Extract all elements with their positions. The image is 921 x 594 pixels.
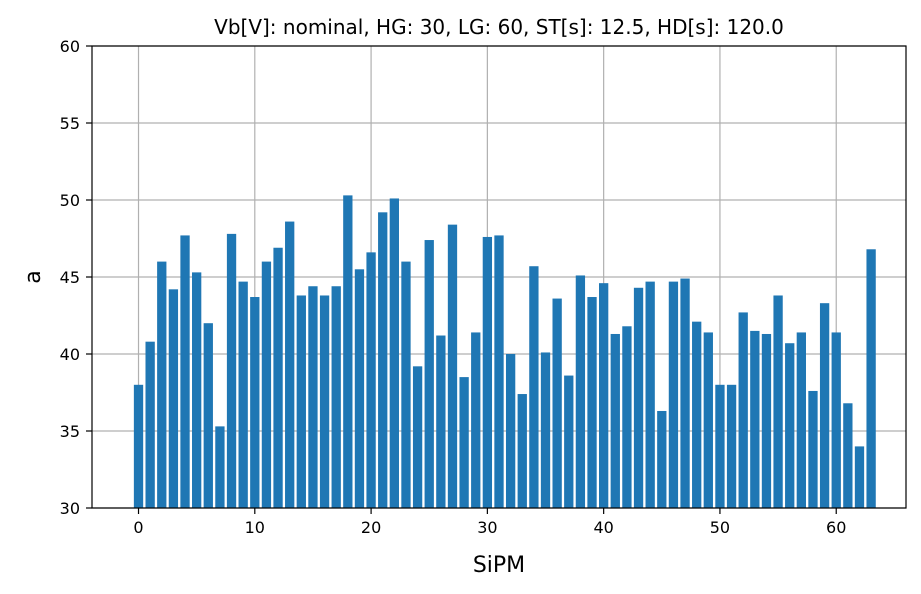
bar [564,375,574,508]
bar [203,323,213,508]
bar [378,212,388,508]
bar [192,272,202,508]
bar [482,236,493,508]
bar [610,333,620,508]
bar [866,249,876,508]
bar [529,266,539,508]
bar [331,286,341,508]
bar [761,333,772,508]
bar [680,278,690,508]
bar [587,297,597,508]
bar [808,390,818,508]
bar [459,377,469,508]
bar [854,446,865,508]
bar [250,297,260,508]
bar [296,295,306,508]
bar [645,281,655,508]
bar [668,281,679,508]
bar [726,384,737,508]
bar [215,426,225,508]
x-tick-label: 30 [477,518,497,537]
bar [819,303,830,508]
bar [308,286,318,508]
x-axis-label: SiPM [473,553,525,578]
bar [657,410,667,508]
bar [692,321,702,508]
bar [145,341,155,508]
bar [633,287,644,508]
y-tick-label: 50 [60,191,80,210]
bar [285,221,295,508]
bar [796,332,806,508]
bar [319,295,330,508]
bar [261,261,272,508]
x-tick-label: 10 [245,518,265,537]
bar [622,326,632,508]
bar [412,366,423,508]
bar [831,332,841,508]
x-tick-label: 60 [826,518,846,537]
x-tick-label: 0 [133,518,143,537]
x-tick-label: 40 [593,518,613,537]
bar [471,332,481,508]
bar [133,384,144,508]
bar [354,269,365,508]
bar [238,281,248,508]
bar [715,384,725,508]
bar [785,343,795,508]
bar [575,275,586,508]
bar [552,298,562,508]
bar [517,394,527,508]
y-tick-label: 40 [60,345,80,364]
bar [505,354,516,508]
bars [133,195,876,509]
bar [389,198,399,508]
bar [750,330,760,508]
bar [226,233,237,508]
y-tick-label: 55 [60,114,80,133]
y-tick-label: 35 [60,422,80,441]
bar [436,335,446,508]
y-axis-label: a [21,270,46,283]
bar [843,403,853,508]
bar [494,235,504,509]
bar [366,252,376,508]
bar [180,235,190,509]
bar [343,195,353,508]
bar [540,352,551,508]
bar [157,261,167,508]
bar [599,283,609,508]
bar [424,240,434,509]
bar [168,289,179,508]
y-tick-label: 45 [60,268,80,287]
bar [773,295,783,508]
bar [738,312,748,508]
bar [401,261,411,508]
y-tick-label: 30 [60,499,80,518]
x-tick-label: 20 [361,518,381,537]
x-tick-label: 50 [710,518,730,537]
bar [447,224,458,508]
chart-title: Vb[V]: nominal, HG: 30, LG: 60, ST[s]: 1… [214,15,784,39]
y-tick-label: 60 [60,37,80,56]
bar [703,332,713,508]
axis-ticks: 0 10 20 30 40 50 60 30 35 40 45 50 55 60 [60,37,847,537]
bar [273,247,283,509]
